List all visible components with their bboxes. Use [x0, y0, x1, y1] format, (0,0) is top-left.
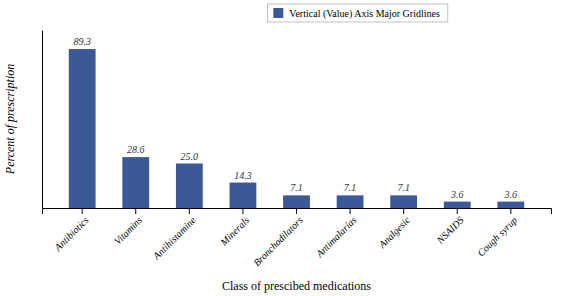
tick: Antihistamine — [150, 208, 198, 262]
data-label: 7.1 — [344, 182, 357, 193]
tick-label: Minerals — [217, 214, 251, 248]
bar — [176, 164, 203, 209]
tick-label: Bronchodilators — [251, 214, 305, 268]
plot: 89.3 28.6 25.0 14.3 7.1 7.1 7.1 3.6 3.6 Antibioti… — [43, 31, 552, 269]
bar — [444, 202, 471, 208]
tick-mark — [135, 208, 136, 214]
x-axis-title: Class of prescibed medications — [222, 279, 371, 293]
tick-label: Vitamins — [112, 214, 144, 246]
tick-mark — [189, 208, 190, 214]
data-labels: 89.3 28.6 25.0 14.3 7.1 7.1 7.1 3.6 3.6 — [73, 36, 517, 200]
bar — [337, 195, 364, 208]
tick-label: Analgesic — [376, 214, 413, 251]
legend-swatch — [273, 8, 283, 18]
tick-mark — [457, 208, 458, 214]
legend-frame — [267, 4, 448, 22]
y-axis-title: Percent of prescription — [3, 64, 17, 175]
bar — [283, 195, 310, 208]
data-label: 3.6 — [450, 189, 464, 200]
tick-mark — [350, 208, 351, 214]
data-label: 7.1 — [397, 182, 410, 193]
tick-mark — [242, 208, 243, 214]
tick-mark — [296, 208, 297, 214]
tick: Cough syrup — [475, 208, 519, 258]
bar — [122, 157, 149, 208]
tick-mark — [510, 208, 511, 214]
data-label: 25.0 — [181, 151, 199, 162]
tick-label: Antihistamine — [150, 214, 198, 262]
tick: Antibiotics — [52, 208, 91, 253]
tick-label: Antimalarías — [313, 214, 358, 259]
data-label: 89.3 — [73, 36, 91, 47]
tick: Antimalarías — [313, 208, 358, 260]
legend: Vertical (Value) Axis Major Gridlines — [267, 4, 448, 22]
tick-label: Antibiotics — [52, 214, 91, 253]
tick: Bronchodilators — [251, 208, 305, 268]
tick-label: Cough syrup — [475, 214, 519, 258]
data-label: 14.3 — [234, 170, 252, 181]
tick: Minerals — [217, 208, 251, 248]
bar — [497, 202, 524, 208]
y-axis — [42, 31, 43, 209]
bar — [230, 183, 257, 208]
bar — [390, 195, 417, 208]
data-label: 7.1 — [290, 182, 303, 193]
data-label: 3.6 — [504, 189, 518, 200]
axis-line — [43, 209, 552, 215]
bar — [69, 49, 96, 208]
chart: 89.3 28.6 25.0 14.3 7.1 7.1 7.1 3.6 3.6 Antibioti… — [0, 0, 563, 296]
tick: Analgesic — [376, 208, 413, 251]
legend-entry: Vertical (Value) Axis Major Gridlines — [289, 8, 440, 20]
tick-mark — [82, 208, 83, 214]
axis-line — [42, 31, 43, 209]
tick-label: NSAIDS — [434, 214, 466, 246]
tick: NSAIDS — [434, 208, 466, 246]
bars — [69, 49, 524, 208]
tick-mark — [403, 208, 404, 214]
tick: Vitamins — [112, 208, 144, 247]
x-axis: Antibiotics VitaminsAntihistamine Minerals… — [43, 208, 552, 268]
data-label: 28.6 — [127, 144, 144, 155]
